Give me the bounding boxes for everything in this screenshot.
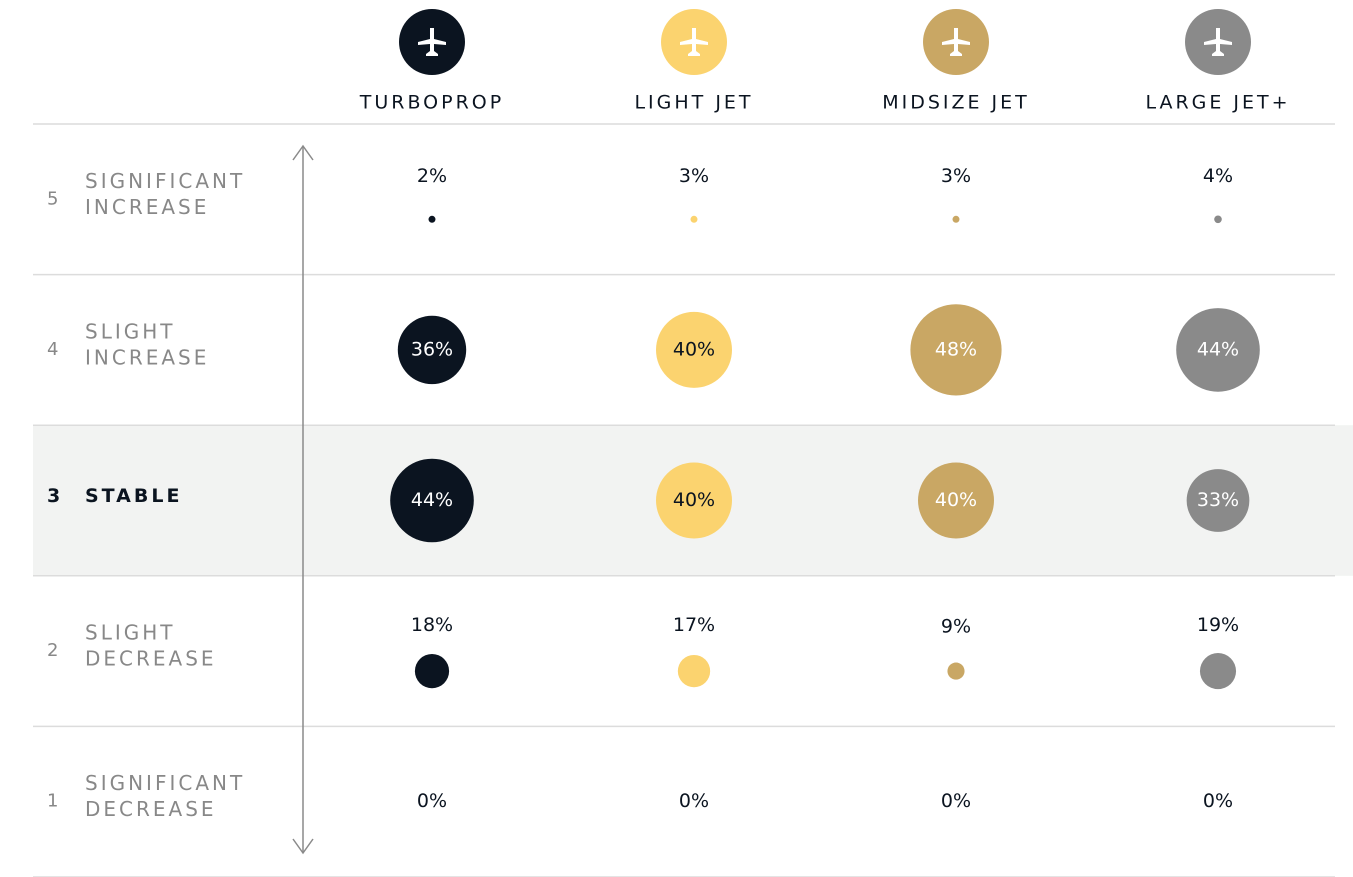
level-label: SIGNIFICANT xyxy=(85,169,245,193)
bubble xyxy=(952,215,960,223)
level-label: DECREASE xyxy=(85,647,217,671)
level-number: 5 xyxy=(47,188,58,209)
value-label: 36% xyxy=(411,338,453,360)
plane-shape xyxy=(942,28,970,56)
bubble xyxy=(656,311,732,388)
level-label: STABLE xyxy=(85,485,182,507)
level-label: INCREASE xyxy=(85,345,209,369)
value-label: 48% xyxy=(935,338,977,360)
level-number: 1 xyxy=(47,791,58,812)
bubble xyxy=(390,458,474,543)
level-label: DECREASE xyxy=(85,797,217,821)
level-label: SLIGHT xyxy=(85,319,176,343)
bubble xyxy=(677,654,711,688)
bubble xyxy=(397,315,467,385)
value-label: 4% xyxy=(1203,165,1233,187)
bubble xyxy=(414,654,450,689)
value-label: 3% xyxy=(941,165,971,187)
level-label: SIGNIFICANT xyxy=(85,771,245,795)
plane-icon xyxy=(680,28,708,56)
bubble xyxy=(1214,215,1222,224)
value-label: 40% xyxy=(935,489,977,511)
bubble xyxy=(1186,469,1250,532)
value-label: 3% xyxy=(679,165,709,187)
value-label: 40% xyxy=(673,489,715,511)
plane-shape xyxy=(418,28,446,56)
value-label: 0% xyxy=(679,790,709,812)
series-name: LIGHT JET xyxy=(634,92,753,114)
level-number: 2 xyxy=(47,640,58,661)
level-label: SLIGHT xyxy=(85,621,176,645)
value-label: 9% xyxy=(941,616,971,638)
value-label: 44% xyxy=(1197,338,1239,360)
level-number: 3 xyxy=(47,485,60,507)
plane-icon xyxy=(942,28,970,56)
value-label: 17% xyxy=(673,614,715,636)
bubble xyxy=(656,462,732,539)
value-label: 0% xyxy=(1203,790,1233,812)
value-label: 19% xyxy=(1197,614,1239,636)
bubble xyxy=(1199,653,1237,690)
bubble xyxy=(428,215,436,223)
arrow-head xyxy=(292,144,314,855)
value-label: 0% xyxy=(941,790,971,812)
bubble xyxy=(690,215,698,223)
bubble xyxy=(947,662,965,680)
bubble xyxy=(918,462,994,539)
value-label: 0% xyxy=(417,790,447,812)
series-name: MIDSIZE JET xyxy=(882,92,1030,114)
level-label: INCREASE xyxy=(85,195,209,219)
value-label: 18% xyxy=(411,614,453,636)
value-label: 40% xyxy=(673,338,715,360)
value-label: 2% xyxy=(417,165,447,187)
plane-icon xyxy=(418,28,446,56)
bubble xyxy=(1176,308,1260,392)
plane-shape xyxy=(680,28,708,56)
plane-icon xyxy=(1204,28,1232,56)
plane-shape xyxy=(1204,28,1232,56)
series-name: TURBOPROP xyxy=(359,92,504,114)
level-number: 4 xyxy=(47,339,58,360)
series-name: LARGE JET+ xyxy=(1145,92,1290,114)
value-label: 44% xyxy=(411,489,453,511)
bubble xyxy=(910,304,1002,396)
value-label: 33% xyxy=(1197,489,1239,511)
